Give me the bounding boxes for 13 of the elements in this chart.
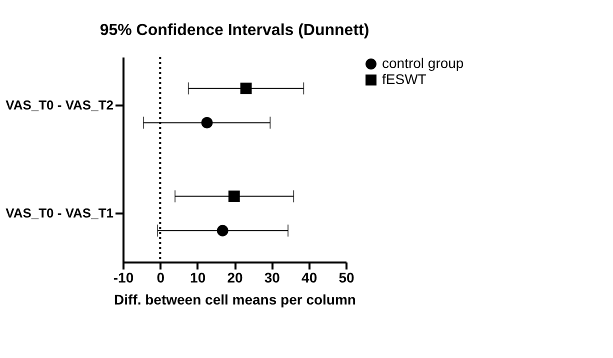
x-tick-label: 30 — [264, 270, 280, 286]
chart-title: 95% Confidence Intervals (Dunnett) — [100, 22, 370, 39]
legend-label: fESWT — [382, 71, 427, 87]
x-tick-label: -10 — [113, 270, 134, 286]
x-axis-title: Diff. between cell means per column — [114, 292, 356, 308]
x-tick-label: 50 — [338, 270, 354, 286]
x-tick-label: 10 — [190, 270, 206, 286]
y-tick-label: VAS_T0 - VAS_T2 — [6, 98, 114, 113]
y-tick-label: VAS_T0 - VAS_T1 — [6, 205, 114, 220]
legend-label: control group — [382, 55, 464, 71]
x-tick-label: 0 — [156, 270, 165, 286]
x-tick-label: 40 — [302, 270, 318, 286]
x-tick-label: 20 — [227, 270, 243, 286]
